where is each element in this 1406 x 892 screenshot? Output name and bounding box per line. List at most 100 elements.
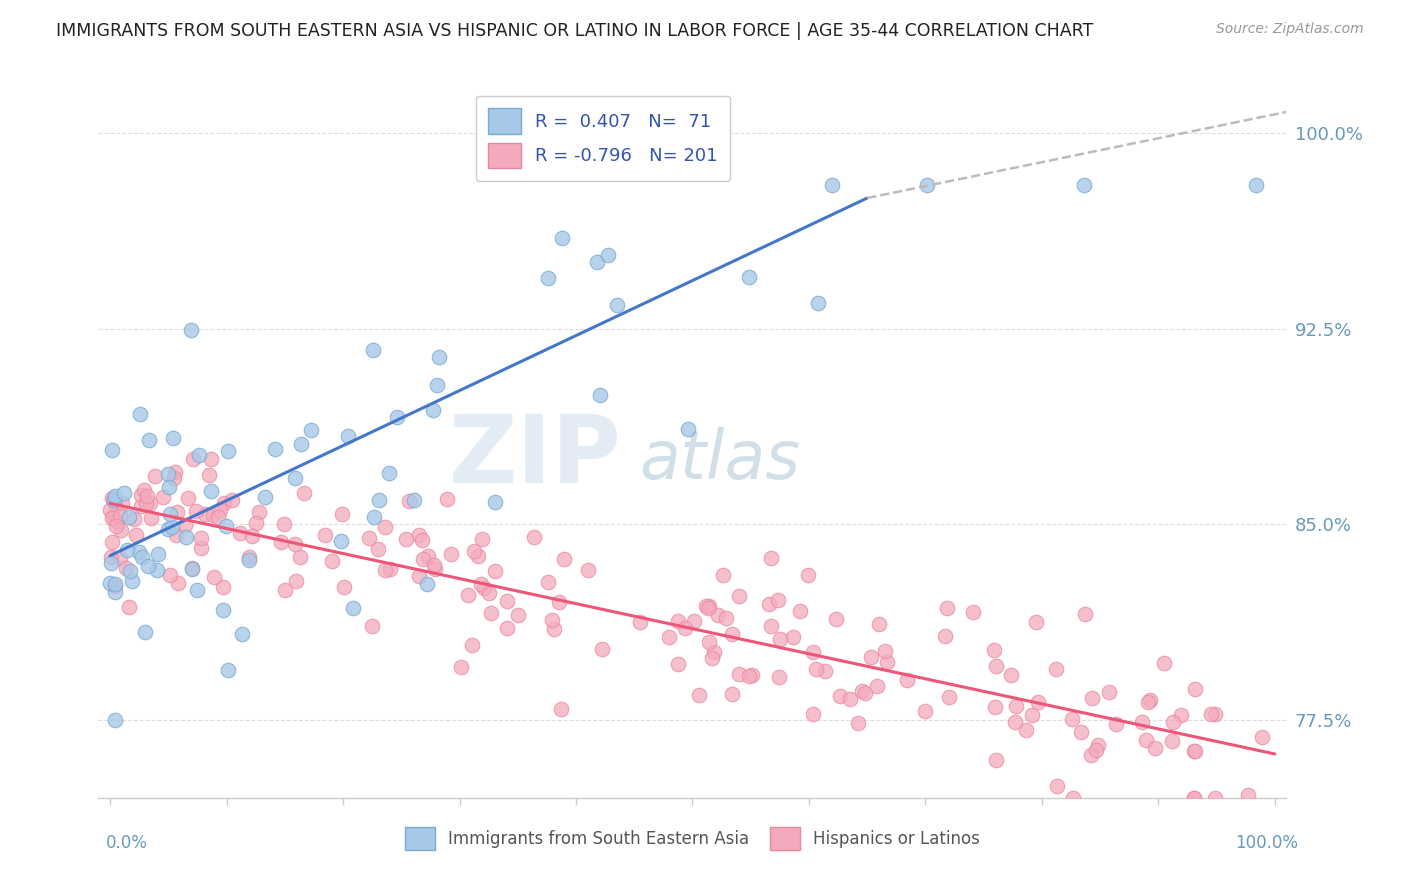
Point bbox=[1074, 607, 1097, 621]
Legend: Immigrants from South Eastern Asia, Hispanics or Latinos: Immigrants from South Eastern Asia, Hisp… bbox=[398, 820, 987, 857]
Point bbox=[1161, 734, 1184, 748]
Point bbox=[132, 483, 155, 497]
Point bbox=[238, 549, 260, 564]
Point bbox=[292, 485, 315, 500]
Point bbox=[934, 629, 956, 643]
Point bbox=[159, 567, 181, 582]
Point bbox=[367, 541, 389, 556]
Point bbox=[1137, 695, 1160, 709]
Point bbox=[100, 549, 122, 564]
Point bbox=[825, 612, 848, 626]
Point bbox=[711, 568, 734, 582]
Point bbox=[586, 255, 609, 269]
Point bbox=[374, 520, 396, 534]
Point bbox=[759, 550, 782, 565]
Point bbox=[737, 668, 759, 682]
Point bbox=[207, 510, 229, 524]
Point bbox=[288, 550, 311, 565]
Point bbox=[115, 542, 138, 557]
Point bbox=[138, 496, 160, 510]
Point bbox=[101, 442, 124, 457]
Point bbox=[984, 659, 1007, 673]
Point bbox=[846, 716, 869, 731]
Point bbox=[163, 470, 186, 484]
Point bbox=[332, 581, 354, 595]
Point bbox=[245, 516, 267, 530]
Point bbox=[359, 531, 381, 545]
Point bbox=[1084, 743, 1107, 757]
Point bbox=[98, 576, 121, 591]
Point bbox=[1182, 744, 1205, 758]
Point bbox=[136, 559, 159, 574]
Point bbox=[412, 552, 434, 566]
Point bbox=[101, 508, 124, 523]
Point bbox=[188, 448, 211, 462]
Point bbox=[658, 630, 681, 644]
Point bbox=[166, 505, 188, 519]
Point bbox=[768, 592, 790, 607]
Point bbox=[426, 378, 449, 392]
Point bbox=[478, 585, 501, 599]
Point bbox=[716, 611, 738, 625]
Point bbox=[551, 231, 574, 245]
Point bbox=[702, 650, 724, 665]
Point bbox=[416, 549, 439, 564]
Point bbox=[851, 684, 873, 698]
Text: atlas: atlas bbox=[638, 427, 800, 493]
Point bbox=[146, 547, 169, 561]
Point bbox=[163, 465, 186, 479]
Point bbox=[214, 496, 236, 510]
Point bbox=[484, 495, 506, 509]
Point bbox=[683, 614, 706, 628]
Point bbox=[1062, 791, 1084, 805]
Point bbox=[253, 490, 276, 504]
Point bbox=[479, 606, 502, 620]
Point bbox=[547, 595, 569, 609]
Point bbox=[915, 178, 938, 192]
Point bbox=[543, 622, 565, 636]
Point bbox=[814, 664, 837, 678]
Point bbox=[200, 483, 222, 498]
Point bbox=[100, 491, 122, 505]
Point bbox=[676, 422, 699, 436]
Point bbox=[184, 504, 207, 518]
Point bbox=[162, 519, 184, 533]
Point bbox=[589, 387, 612, 401]
Point bbox=[129, 407, 152, 421]
Point bbox=[242, 529, 264, 543]
Point bbox=[628, 615, 651, 630]
Point bbox=[1244, 178, 1267, 192]
Point bbox=[385, 410, 408, 425]
Point bbox=[100, 556, 122, 570]
Point bbox=[284, 471, 307, 485]
Point bbox=[162, 431, 184, 445]
Point bbox=[759, 619, 782, 633]
Point bbox=[167, 576, 190, 591]
Point bbox=[194, 508, 217, 522]
Point bbox=[782, 630, 804, 644]
Point bbox=[450, 660, 472, 674]
Point bbox=[321, 553, 343, 567]
Point bbox=[1000, 668, 1022, 682]
Point bbox=[120, 565, 142, 579]
Point bbox=[1170, 707, 1192, 722]
Point bbox=[591, 642, 613, 657]
Point bbox=[472, 581, 495, 595]
Point bbox=[550, 701, 572, 715]
Point bbox=[1026, 695, 1049, 709]
Point bbox=[146, 563, 169, 577]
Point bbox=[1015, 723, 1038, 737]
Point bbox=[159, 507, 181, 521]
Point bbox=[202, 508, 225, 522]
Point bbox=[181, 561, 204, 575]
Point bbox=[215, 519, 238, 533]
Point bbox=[112, 486, 135, 500]
Point bbox=[104, 498, 127, 512]
Point bbox=[807, 296, 830, 310]
Point bbox=[1004, 714, 1026, 729]
Point bbox=[1070, 725, 1092, 739]
Point bbox=[221, 493, 243, 508]
Point bbox=[143, 469, 166, 483]
Point bbox=[467, 549, 489, 563]
Point bbox=[135, 496, 157, 510]
